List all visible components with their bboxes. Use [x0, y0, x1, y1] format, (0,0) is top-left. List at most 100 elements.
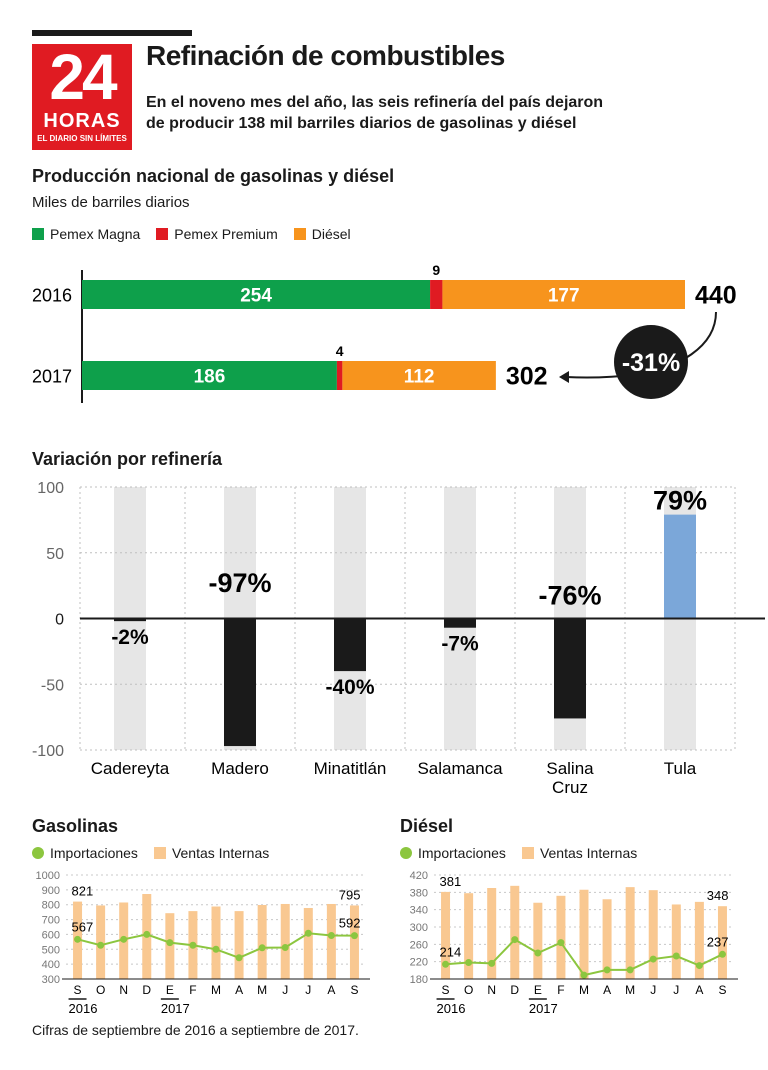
production-units: Miles de barriles diarios — [32, 194, 190, 211]
gasolinas-x-tick-label: F — [189, 983, 196, 997]
variation-category-label: Madero — [211, 759, 269, 778]
variation-y-tick-label: 0 — [55, 612, 64, 629]
diesel-bar — [487, 888, 497, 979]
gasolinas-line-point — [304, 929, 312, 937]
gasolinas-line-point — [258, 944, 266, 952]
gasolinas-annotation: 821 — [72, 884, 94, 899]
logo-number: 24 — [49, 44, 117, 113]
variation-value-label: -40% — [325, 676, 374, 699]
variation-bar — [444, 618, 476, 628]
diesel-line-point — [557, 939, 565, 947]
variation-category-label: Tula — [664, 759, 697, 778]
production-value-label: 4 — [336, 343, 344, 359]
diesel-bar — [648, 890, 658, 979]
variation-bar — [664, 514, 696, 619]
legend-dot-importaciones — [400, 847, 412, 859]
footnote: Cifras de septiembre de 2016 a septiembr… — [32, 1022, 359, 1038]
diesel-x-tick-label: M — [579, 983, 589, 997]
diesel-bar — [464, 893, 474, 979]
legend-label-premium: Pemex Premium — [174, 226, 278, 242]
legend-swatch-diesel — [293, 228, 306, 240]
diesel-bar — [556, 895, 566, 979]
diesel-x-tick-label: F — [557, 983, 564, 997]
legend-dot-importaciones — [32, 847, 44, 859]
gasolinas-y-tick-label: 600 — [42, 929, 60, 941]
gasolinas-line-point — [97, 941, 105, 949]
diesel-bar — [533, 902, 543, 979]
gasolinas-y-tick-label: 900 — [42, 885, 60, 897]
gasolinas-y-tick-label: 700 — [42, 915, 60, 927]
diesel-line-point — [649, 955, 657, 963]
diesel-bar — [510, 885, 520, 979]
gasolinas-bar — [303, 907, 313, 979]
variation-bar — [334, 618, 366, 672]
diesel-line-point — [442, 960, 450, 968]
variation-y-tick-label: -100 — [32, 743, 64, 760]
gasolinas-x-tick-label: A — [235, 983, 243, 997]
variation-category-label: Minatitlán — [314, 759, 387, 778]
gasolinas-line-point — [74, 935, 82, 943]
diesel-x-tick-label: O — [464, 983, 473, 997]
variation-value-label: -2% — [111, 626, 149, 649]
production-bar-diesel — [442, 280, 685, 309]
page-title: Refinación de combustibles — [146, 40, 505, 71]
diesel-bar — [579, 889, 589, 979]
gasolinas-annotation: 795 — [339, 887, 361, 902]
production-value-label: 9 — [432, 262, 440, 278]
diesel-y-tick-label: 260 — [410, 939, 428, 951]
production-bar-premium — [430, 280, 443, 309]
gasolinas-x-tick-label: S — [74, 983, 82, 997]
production-value-label: 177 — [548, 286, 580, 307]
variation-value-label: -7% — [441, 633, 479, 656]
production-total-label: 302 — [506, 363, 548, 391]
gasolinas-bar — [211, 906, 221, 979]
legend-swatch-premium — [156, 228, 169, 240]
diesel-x-tick-label: M — [625, 983, 635, 997]
variation-bar — [554, 618, 586, 719]
gasolinas-y-tick-label: 400 — [42, 959, 60, 971]
legend-label-ventas: Ventas Internas — [171, 845, 270, 861]
diesel-annotation: 237 — [707, 934, 729, 949]
diesel-annotation: 381 — [440, 874, 462, 889]
diesel-line-point — [603, 966, 611, 974]
diesel-x-tick-label: E — [534, 983, 542, 997]
logo-tagline: EL DIARIO SIN LÍMITES — [37, 134, 127, 143]
diesel-line-point — [465, 959, 473, 967]
gasolinas-x-tick-label: N — [119, 983, 128, 997]
gasolinas-line-point — [212, 945, 220, 953]
gasolinas-line-point — [281, 944, 289, 952]
production-bar-premium — [336, 361, 343, 390]
variation-category-label: Cadereyta — [91, 759, 170, 778]
diesel-year-label: 2017 — [529, 1001, 558, 1016]
diesel-bar — [717, 906, 727, 979]
change-badge — [614, 325, 688, 399]
diesel-legend: Importaciones Ventas Internas — [400, 845, 637, 861]
gasolinas-x-tick-label: S — [350, 983, 358, 997]
variation-value-label: -76% — [538, 581, 601, 611]
diesel-bar — [694, 901, 704, 979]
variation-chart: 100 50 0 -50 -100 -2% -97% -40% -7% -76% 79% Cadere… — [32, 480, 765, 797]
legend-label-ventas: Ventas Internas — [539, 845, 638, 861]
gasolinas-legend: Importaciones Ventas Internas — [32, 845, 269, 861]
production-value-label: 186 — [194, 367, 226, 388]
production-legend: Pemex Magna Pemex Premium Diésel — [32, 226, 351, 242]
legend-swatch-ventas — [521, 847, 534, 859]
gasolinas-line-point — [350, 932, 358, 940]
diesel-bar — [671, 904, 681, 979]
gasolinas-bar — [326, 903, 336, 979]
variation-bar — [224, 618, 256, 747]
diesel-line-point — [626, 966, 634, 974]
gasolinas-title: Gasolinas — [32, 816, 119, 836]
variation-value-label: 79% — [653, 486, 707, 516]
diesel-x-tick-label: J — [673, 983, 679, 997]
gasolinas-y-tick-label: 800 — [42, 900, 60, 912]
variation-title: Variación por refinería — [32, 449, 223, 469]
diesel-title: Diésel — [400, 816, 454, 836]
variation-y-tick-label: 100 — [37, 480, 64, 497]
top-rule — [32, 30, 192, 36]
diesel-year-label: 2016 — [437, 1001, 466, 1016]
gasolinas-line-point — [189, 941, 197, 949]
gasolinas-bar — [280, 903, 290, 979]
diesel-line-point — [511, 936, 519, 944]
